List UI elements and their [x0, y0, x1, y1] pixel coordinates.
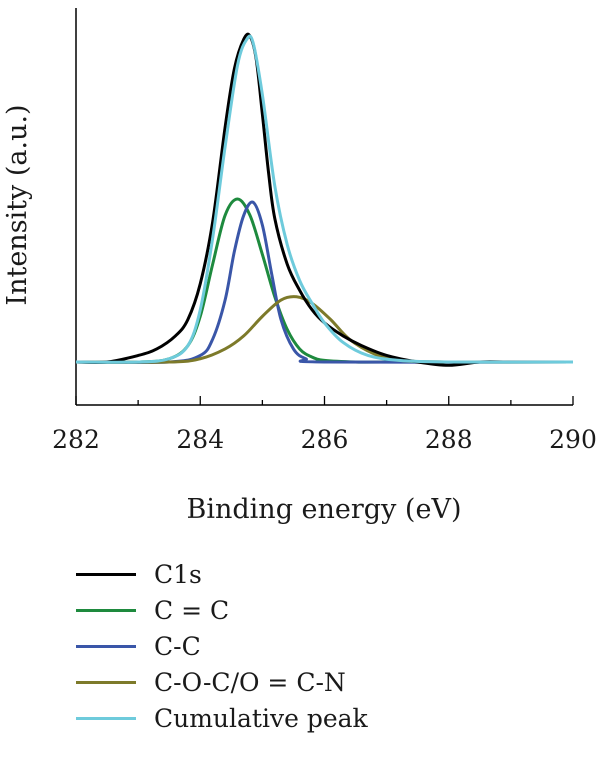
legend-swatch — [76, 716, 136, 720]
xps-c1s-chart: 282 284 286 288 290 Binding energy (eV) Inte… — [2, 8, 597, 525]
legend-label: Cumulative peak — [154, 703, 368, 733]
legend-item: Cumulative peak — [76, 700, 368, 736]
x-axis-tick-labels: 282 284 286 288 290 — [52, 425, 597, 454]
series-line-c-c — [75, 197, 573, 364]
x-tick-label: 288 — [425, 425, 473, 454]
y-axis-title: Intensity (a.u.) — [2, 104, 33, 305]
legend-label: C = C — [154, 595, 230, 625]
legend: C1s C = C C-C C-O-C/O = C-N Cumulative peak — [76, 556, 368, 736]
x-axis-ticks — [75, 396, 574, 405]
legend-label: C-C — [154, 631, 201, 661]
legend-item: C = C — [76, 592, 368, 628]
legend-item: C-O-C/O = C-N — [76, 664, 368, 700]
series-layer — [75, 32, 574, 367]
x-tick-label: 290 — [549, 425, 597, 454]
x-tick-label: 282 — [52, 425, 100, 454]
series-line-c-c — [75, 200, 574, 364]
legend-swatch — [76, 572, 136, 576]
series-line-cumulative-peak — [75, 34, 574, 364]
x-axis-title: Binding energy (eV) — [187, 494, 462, 525]
legend-label: C1s — [154, 559, 202, 589]
legend-label: C-O-C/O = C-N — [154, 667, 346, 697]
plot-axes — [75, 8, 573, 406]
series-line-c1s — [75, 32, 573, 367]
legend-swatch — [76, 644, 136, 648]
legend-item: C-C — [76, 628, 368, 664]
legend-swatch — [76, 680, 136, 684]
x-tick-label: 284 — [176, 425, 224, 454]
legend-item: C1s — [76, 556, 368, 592]
x-tick-label: 286 — [301, 425, 349, 454]
legend-swatch — [76, 608, 136, 612]
